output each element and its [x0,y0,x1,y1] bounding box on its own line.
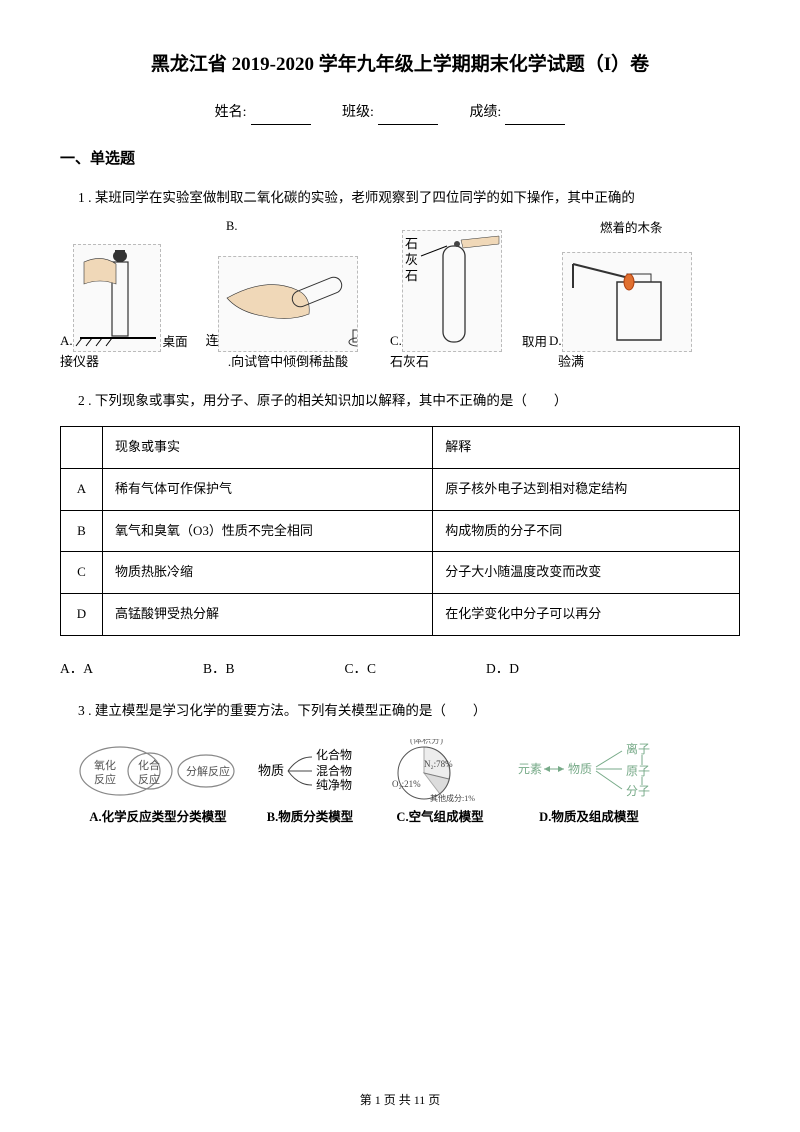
cell-b: B [61,510,103,552]
cell: 稀有气体可作保护气 [103,468,433,510]
svg-text:石: 石 [405,236,418,251]
q2-option-b: B．B [203,658,235,680]
question-2-table: 现象或事实 解释 A 稀有气体可作保护气 原子核外电子达到相对稳定结构 B 氧气… [60,426,740,636]
q1-c-below: 石灰石 [390,352,502,373]
svg-text:反应: 反应 [138,772,160,786]
underline-score [505,111,565,125]
question-3-diagrams: 氧化 反应 化合 反应 分解反应 A.化学反应类型分类模型 物质 化合物 混合物… [60,739,740,827]
q1-d-top: 燃着的木条 [600,218,663,238]
cell-c: C [61,552,103,594]
table-row: B 氧气和臭氧（O3）性质不完全相同 构成物质的分子不同 [61,510,740,552]
q1-a-side: 桌面 [163,332,188,352]
q3-caption-c: C.空气组成模型 [396,807,483,827]
svg-text:石: 石 [405,268,418,283]
table-row: C 物质热胀冷缩 分子大小随温度改变而改变 [61,552,740,594]
table-row: 现象或事实 解释 [61,426,740,468]
q3-caption-b: B.物质分类模型 [267,807,353,827]
question-1-figures: B. A. 桌面 连 接仪器 [60,222,740,372]
q1-figure-c: 石 灰 石 [402,230,502,352]
page-footer: 第 1 页 共 11 页 [0,1091,800,1110]
header-fields: 姓名: 班级: 成绩: [60,102,740,124]
svg-text:N₂:78%: N₂:78% [424,759,453,769]
svg-text:化合: 化合 [138,758,160,772]
q1-a-below: 接仪器 [60,352,219,373]
q1-figure-a [73,244,161,352]
footer-suffix: 页 [425,1093,440,1107]
svg-text:O₂:21%: O₂:21% [392,779,421,789]
svg-text:元素: 元素 [518,762,542,776]
cell: 高锰酸钾受热分解 [103,594,433,636]
cell: 分子大小随温度改变而改变 [433,552,740,594]
q2-option-d: D．D [486,658,519,680]
label-class: 班级: [342,105,374,120]
table-row: A 稀有气体可作保护气 原子核外电子达到相对稳定结构 [61,468,740,510]
q3-caption-a: A.化学反应类型分类模型 [89,807,226,827]
q1-d-side: 取用 [522,332,547,352]
q1-d-below: 验满 [522,352,692,373]
q2-option-c: C．C [345,658,377,680]
cell-a: A [61,468,103,510]
question-3-text: 3 . 建立模型是学习化学的重要方法。下列有关模型正确的是（ ） [60,700,740,722]
q3-diagram-b: 物质 化合物 混合物 纯净物 B.物质分类模型 [254,739,366,827]
svg-text:灰: 灰 [405,252,418,267]
label-name: 姓名: [215,105,247,120]
q1-label-a: A. [60,331,73,352]
svg-text:分子: 分子 [626,784,650,798]
svg-text:化合物: 化合物 [316,747,352,762]
question-2-text: 2 . 下列现象或事实，用分子、原子的相关知识加以解释，其中不正确的是（ ） [60,390,740,412]
svg-text:物质: 物质 [258,763,284,778]
svg-text:(体积分): (体积分) [410,739,443,745]
q1-label-c: C. [390,331,402,352]
svg-text:混合物: 混合物 [316,763,352,778]
cell: 构成物质的分子不同 [433,510,740,552]
svg-text:离子: 离子 [626,741,650,756]
cell-d: D [61,594,103,636]
q1-label-d: D. [549,331,562,352]
q3-diagram-a: 氧化 反应 化合 反应 分解反应 A.化学反应类型分类模型 [76,739,240,827]
svg-text:分解反应: 分解反应 [186,764,230,778]
q2-option-a: A．A [60,658,93,680]
footer-prefix: 第 [360,1093,375,1107]
question-1-text: 1 . 某班同学在实验室做制取二氧化碳的实验，老师观察到了四位同学的如下操作，其… [60,187,740,209]
table-header-blank [61,426,103,468]
table-header-explanation: 解释 [433,426,740,468]
q3-diagram-d: 元素 物质 离子 原子 分子 D.物质及组成模型 [514,739,664,827]
footer-mid: 页 共 [381,1093,414,1107]
footer-total: 11 [414,1093,426,1107]
svg-text:其他成分:1%: 其他成分:1% [430,793,475,803]
q3-caption-d: D.物质及组成模型 [539,807,639,827]
svg-text:反应: 反应 [94,772,116,786]
cell: 在化学变化中分子可以再分 [433,594,740,636]
cell: 氧气和臭氧（O3）性质不完全相同 [103,510,433,552]
page-title: 黑龙江省 2019-2020 学年九年级上学期期末化学试题（I）卷 [60,50,740,80]
cell: 物质热胀冷缩 [103,552,433,594]
svg-text:氧化: 氧化 [94,758,116,772]
table-header-phenomenon: 现象或事实 [103,426,433,468]
cell: 原子核外电子达到相对稳定结构 [433,468,740,510]
svg-text:物质: 物质 [568,762,592,776]
q1-a-extra: 连 [206,331,219,352]
underline-name [251,111,311,125]
table-row: D 高锰酸钾受热分解 在化学变化中分子可以再分 [61,594,740,636]
svg-text:原子: 原子 [626,764,650,778]
question-2-options: A．A B．B C．C D．D [60,658,740,680]
underline-class [378,111,438,125]
q3-diagram-c: (体积分) N₂:78% O₂:21% 其他成分:1% C.空气组成模型 [380,739,500,827]
q1-figure-d [562,252,692,352]
section-heading-1: 一、单选题 [60,147,740,171]
q1-figure-b [218,256,358,352]
q1-label-b: B. [226,216,237,236]
q1-b-below: .向试管中倾倒稀盐酸 [218,352,358,373]
label-score: 成绩: [469,105,501,120]
svg-text:纯净物: 纯净物 [316,778,352,792]
